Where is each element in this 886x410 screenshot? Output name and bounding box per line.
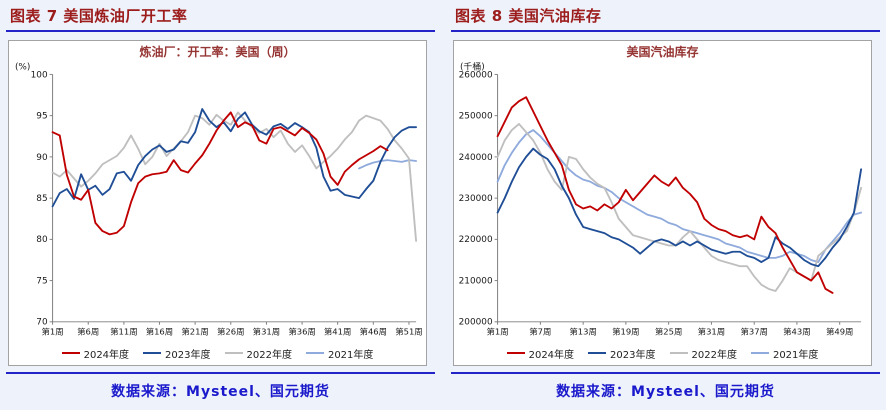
svg-text:220000: 220000	[459, 235, 493, 245]
svg-text:第21周: 第21周	[181, 326, 208, 336]
svg-text:90: 90	[36, 153, 47, 163]
legend-item-2022: 2022年度	[669, 346, 737, 361]
svg-text:第49周: 第49周	[826, 326, 853, 336]
legend-swatch	[588, 352, 607, 354]
svg-text:200000: 200000	[459, 318, 493, 328]
legend-swatch	[61, 352, 80, 354]
left-header-cell: 图表 7 美国炼油厂开工率	[6, 0, 435, 32]
right-header-cell: 图表 8 美国汽油库存	[451, 0, 880, 32]
refinery-rate-chart: (%) 70 75 80 85 90 95 100 第1周 第6周 第11周 第16周 第21周 第26周…	[15, 63, 423, 337]
legend-swatch	[224, 352, 243, 354]
refinery-rate-chart-title: 炼油厂：开工率：美国（周）	[139, 45, 296, 59]
right-panel: 美国汽油库存 (千桶) 200000 210000 220000 230000 24000…	[451, 40, 880, 366]
svg-text:第11周: 第11周	[110, 326, 137, 336]
legend-swatch	[143, 352, 162, 354]
legend-label: 2021年度	[327, 349, 374, 361]
right-data-source: 数据来源：Mysteel、国元期货	[556, 384, 775, 400]
svg-text:第43周: 第43周	[783, 326, 810, 336]
svg-text:第7周: 第7周	[529, 326, 551, 336]
legend-item-2023: 2023年度	[143, 346, 211, 361]
svg-text:85: 85	[36, 194, 47, 204]
refinery-rate-chart-legend: 2024年度 2023年度 2022年度 2021年度	[9, 341, 426, 365]
svg-text:(%): (%)	[15, 63, 30, 73]
svg-text:第37周: 第37周	[740, 326, 767, 336]
right-footer-cell: 数据来源：Mysteel、国元期货	[451, 372, 880, 410]
legend-item-2022: 2022年度	[224, 346, 292, 361]
svg-text:80: 80	[36, 235, 47, 245]
svg-text:第31周: 第31周	[253, 326, 280, 336]
legend-item-2023: 2023年度	[588, 346, 656, 361]
left-footer-cell: 数据来源：Mysteel、国元期货	[6, 372, 435, 410]
svg-text:230000: 230000	[459, 194, 493, 204]
legend-item-2024: 2024年度	[506, 346, 575, 361]
legend-label: 2024年度	[83, 349, 130, 361]
legend-label: 2021年度	[772, 349, 819, 361]
svg-text:(千桶): (千桶)	[460, 61, 485, 73]
legend-swatch	[305, 352, 324, 354]
gasoline-inventory-chart-title: 美国汽油库存	[626, 45, 699, 59]
header-row: 图表 7 美国炼油厂开工率 图表 8 美国汽油库存	[0, 0, 886, 32]
svg-text:210000: 210000	[459, 277, 493, 287]
gasoline-inventory-chart: (千桶) 200000 210000 220000 230000 240000 250000…	[459, 61, 863, 336]
legend-swatch	[669, 352, 688, 354]
svg-text:75: 75	[36, 277, 47, 287]
svg-text:260000: 260000	[459, 70, 493, 80]
svg-text:70: 70	[36, 318, 47, 328]
gasoline-inventory-chart-box: 美国汽油库存 (千桶) 200000 210000 220000 230000 24000…	[453, 40, 872, 366]
svg-text:第25周: 第25周	[655, 326, 682, 336]
right-chart-heading: 图表 8 美国汽油库存	[455, 7, 602, 25]
svg-text:第26周: 第26周	[217, 326, 244, 336]
left-data-source: 数据来源：Mysteel、国元期货	[111, 384, 330, 400]
charts-row: 炼油厂：开工率：美国（周） (%) 70 75 80 85 90 95 100 第1周 第6周 第1…	[0, 32, 886, 372]
left-panel: 炼油厂：开工率：美国（周） (%) 70 75 80 85 90 95 100 第1周 第6周 第1…	[6, 40, 435, 366]
svg-text:100: 100	[31, 70, 48, 80]
svg-text:240000: 240000	[459, 153, 493, 163]
svg-text:第13周: 第13周	[569, 326, 596, 336]
svg-text:第41周: 第41周	[324, 326, 351, 336]
refinery-rate-chart-box: 炼油厂：开工率：美国（周） (%) 70 75 80 85 90 95 100 第1周 第6周 第1…	[8, 40, 427, 366]
legend-swatch	[506, 352, 525, 354]
svg-text:250000: 250000	[459, 112, 493, 122]
left-chart-heading: 图表 7 美国炼油厂开工率	[10, 7, 188, 25]
legend-label: 2024年度	[528, 349, 575, 361]
svg-text:第16周: 第16周	[146, 326, 173, 336]
legend-item-2024: 2024年度	[61, 346, 130, 361]
svg-text:第19周: 第19周	[612, 326, 639, 336]
legend-item-2021: 2021年度	[305, 346, 374, 361]
svg-text:第46周: 第46周	[360, 326, 387, 336]
legend-item-2021: 2021年度	[750, 346, 819, 361]
legend-label: 2023年度	[165, 349, 211, 361]
svg-text:第51周: 第51周	[395, 326, 422, 336]
svg-text:第31周: 第31周	[698, 326, 725, 336]
legend-label: 2022年度	[691, 349, 737, 361]
gasoline-inventory-chart-legend: 2024年度 2023年度 2022年度 2021年度	[454, 341, 871, 365]
svg-text:第1周: 第1周	[42, 326, 64, 336]
legend-label: 2022年度	[246, 349, 292, 361]
legend-swatch	[750, 352, 769, 354]
svg-text:第6周: 第6周	[77, 326, 99, 336]
legend-label: 2023年度	[610, 349, 656, 361]
svg-text:第36周: 第36周	[288, 326, 315, 336]
footer-row: 数据来源：Mysteel、国元期货 数据来源：Mysteel、国元期货	[0, 372, 886, 410]
svg-text:95: 95	[36, 112, 47, 122]
svg-text:第1周: 第1周	[487, 326, 509, 336]
